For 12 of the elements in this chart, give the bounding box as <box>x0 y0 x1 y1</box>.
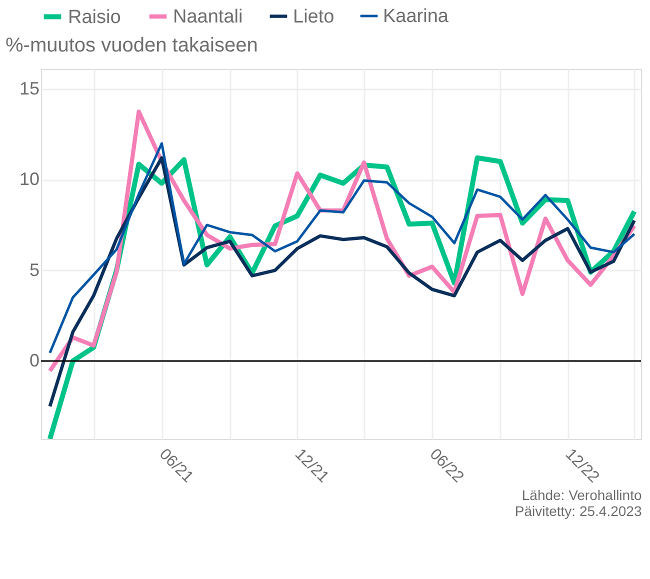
text: Päivitetty: 25.4.2023 <box>514 502 642 519</box>
legend-label: Kaarina <box>383 6 449 27</box>
y-tick-label: 5 <box>29 260 40 280</box>
y-axis-title: %-muutos vuoden takaiseen <box>6 34 258 56</box>
legend-label: Raisio <box>68 6 121 28</box>
text: Lähde: Verohallinto <box>522 486 642 503</box>
y-tick-label: 15 <box>19 78 40 98</box>
y-tick-label: 0 <box>29 350 40 371</box>
line-series <box>48 142 636 354</box>
y-tick-label: 10 <box>19 169 40 190</box>
legend-label: Naantali <box>173 6 243 28</box>
legend-label: Lieto <box>293 6 334 28</box>
